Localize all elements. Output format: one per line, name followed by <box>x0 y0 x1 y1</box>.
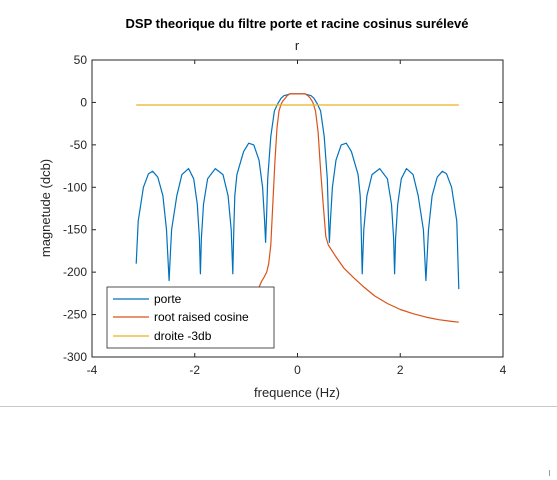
x-tick-label: -2 <box>189 363 200 377</box>
x-tick-label: -4 <box>87 363 98 377</box>
y-axis-label: magnetude (dcb) <box>38 159 53 257</box>
bottom-divider <box>0 406 557 407</box>
series-layer <box>135 93 460 323</box>
legend-label-root-raised-cosine: root raised cosine <box>154 310 249 324</box>
series-line-root-raised-cosine <box>255 93 459 323</box>
x-tick-label: 4 <box>500 363 507 377</box>
x-tick-label: 0 <box>294 363 301 377</box>
chart-subtitle: r <box>295 38 300 53</box>
y-tick-label: -250 <box>63 308 87 322</box>
y-tick-label: 50 <box>74 53 88 67</box>
y-tick-label: -150 <box>63 223 87 237</box>
tick-layer: -4 -2 0 2 4 50 0 -50 -100 -150 -200 -250 -300 <box>63 53 507 377</box>
legend-label-droite-3db: droite -3db <box>154 329 212 343</box>
legend[interactable]: porte root raised cosine droite -3db <box>106 286 275 349</box>
y-tick-label: 0 <box>80 95 87 109</box>
chart-title: DSP theorique du filtre porte et racine … <box>126 16 469 31</box>
y-tick-label: -100 <box>63 180 87 194</box>
x-axis-label: frequence (Hz) <box>254 385 340 400</box>
corner-mark <box>549 470 552 476</box>
y-tick-label: -300 <box>63 350 87 364</box>
x-tick-label: 2 <box>397 363 404 377</box>
y-tick-label: -50 <box>70 138 88 152</box>
y-tick-label: -200 <box>63 265 87 279</box>
legend-label-porte: porte <box>154 292 182 306</box>
